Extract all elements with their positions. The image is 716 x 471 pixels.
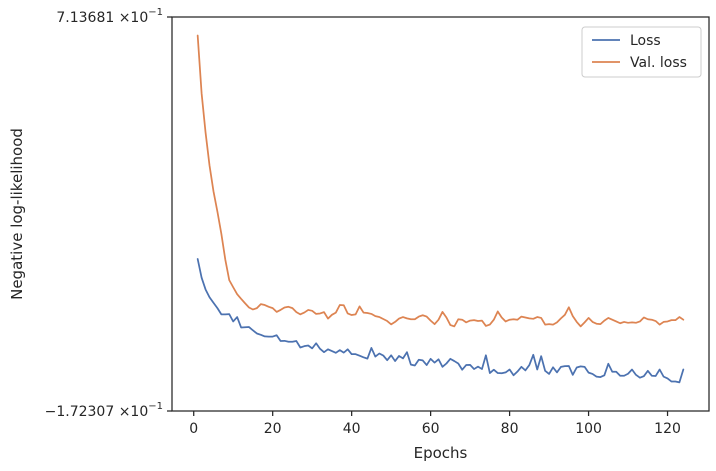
x-tick-label: 120 <box>654 421 681 437</box>
x-tick-label: 60 <box>422 421 440 437</box>
y-axis: −1.72307 ×10−1 7.13681 ×10−1 <box>45 7 172 420</box>
series-layer <box>196 34 685 384</box>
series-line-loss <box>196 258 685 384</box>
legend-label: Val. loss <box>630 55 687 71</box>
x-tick-label: 20 <box>264 421 282 437</box>
y-axis-label: Negative log-likelihood <box>8 128 26 300</box>
x-tick-label: 0 <box>189 421 198 437</box>
plot-area-frame <box>171 16 710 412</box>
legend-label: Loss <box>630 33 661 49</box>
legend: Loss Val. loss <box>581 26 702 78</box>
x-tick-label: 100 <box>575 421 602 437</box>
x-axis-label: Epochs <box>414 444 468 462</box>
y-tick-label: 7.13681 ×10−1 <box>56 7 163 26</box>
x-tick-label: 80 <box>501 421 519 437</box>
x-tick-label: 40 <box>343 421 361 437</box>
series-line-val-loss <box>196 34 685 328</box>
y-tick-label: −1.72307 ×10−1 <box>45 401 163 420</box>
x-axis: 0 20 40 60 80 100 120 <box>189 411 681 437</box>
